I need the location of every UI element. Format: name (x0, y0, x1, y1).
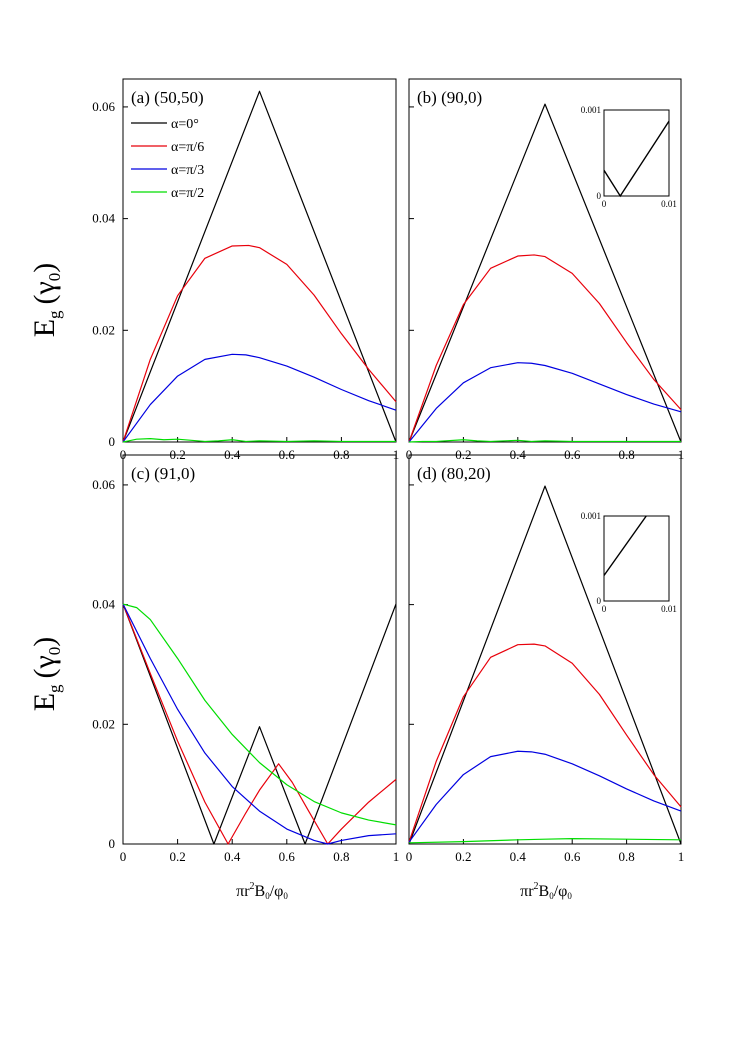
inset-line (603, 120, 670, 198)
panel-frame (408, 78, 682, 443)
series-line (408, 439, 681, 443)
y-tick-label: 0.04 (92, 597, 115, 612)
series-line (122, 603, 397, 845)
x-tick-label: 0.6 (279, 849, 296, 864)
y-tick-label: 0.04 (92, 211, 115, 226)
inset-x-tick-label: 0.01 (661, 199, 677, 209)
panels-group: 0 0.2 0.4 0.6 0.8 100.020.040.06 (a) (50,50)α=… (92, 78, 685, 864)
legend-label: α=0° (171, 117, 199, 132)
panel-0: 0 0.2 0.4 0.6 0.8 100.020.040.06 (a) (50,50)α=… (92, 78, 399, 462)
x-tick-label: 0.2 (169, 849, 185, 864)
series-line (408, 838, 682, 844)
inset-1: 0 0.01 0 0.001 (581, 105, 677, 209)
x-tick-label: 0.6 (564, 849, 581, 864)
x-tick-label: 0.4 (510, 849, 527, 864)
x-tick-label: 0.8 (618, 849, 634, 864)
y-tick-label: 0.06 (92, 99, 115, 114)
xlabel-right: πr2B0/φ0 (520, 881, 572, 901)
panel-frame (408, 454, 682, 845)
inset-3: 0 0.01 0 0.001 (581, 511, 677, 614)
x-tick-label: 0.8 (333, 849, 349, 864)
inset-y-tick-label: 0 (597, 191, 602, 201)
x-tick-label: 1 (393, 849, 400, 864)
series-line (408, 485, 682, 845)
legend-label: α=π/6 (171, 140, 204, 155)
y-tick-label: 0.02 (92, 716, 115, 731)
inset-y-tick-label: 0 (597, 596, 602, 606)
y-tick-label: 0.06 (92, 477, 115, 492)
panel-label: (a) (50,50) (131, 88, 204, 107)
series-line (408, 750, 682, 843)
y-tick-label: 0 (109, 836, 116, 851)
series-line (408, 254, 682, 443)
inset-y-tick-label: 0.001 (581, 105, 601, 115)
inset-x-tick-label: 0 (602, 199, 607, 209)
panel-label: (c) (91,0) (131, 464, 195, 483)
series-line (408, 362, 682, 443)
panel-frame (122, 78, 397, 443)
legend-label: α=π/3 (171, 163, 204, 178)
x-tick-label: 0.2 (455, 849, 471, 864)
x-tick-label: 1 (678, 849, 685, 864)
ylabel-top: Eg(γ0) (28, 263, 64, 338)
panel-label: (b) (90,0) (417, 88, 482, 107)
x-tick-label: 0 (120, 849, 127, 864)
inset-x-tick-label: 0 (602, 604, 607, 614)
series-line (408, 103, 682, 443)
series-line (408, 643, 682, 843)
inset-x-tick-label: 0.01 (661, 604, 677, 614)
x-tick-label: 0 (406, 849, 413, 864)
series-line (122, 90, 397, 443)
panel-2: 0 0.2 0.4 0.6 0.8 1 0 0.02 0.04 0.06 (c) (91,0) (92, 454, 400, 864)
series-line (122, 603, 397, 826)
series-line (122, 603, 397, 845)
x-tick-label: 0.4 (224, 849, 241, 864)
y-tick-label: 0.02 (92, 322, 115, 337)
xlabel-left: πr2B0/φ0 (236, 881, 288, 901)
inset-y-tick-label: 0.001 (581, 511, 601, 521)
inset-line (603, 515, 647, 576)
ylabel-bottom: Eg(γ0) (28, 637, 64, 712)
series-line (122, 603, 397, 845)
panel-frame (122, 454, 397, 845)
y-tick-label: 0 (109, 434, 116, 449)
panel-3: 0 0.2 0.4 0.6 0.8 1 (d) (80,20) 0 0.01 0 0.001 (406, 454, 685, 864)
series-line (122, 353, 397, 443)
legend-label: α=π/2 (171, 186, 204, 201)
series-line (122, 244, 397, 443)
panel-label: (d) (80,20) (417, 464, 491, 483)
inset-frame (603, 109, 670, 197)
series-line (122, 438, 396, 443)
